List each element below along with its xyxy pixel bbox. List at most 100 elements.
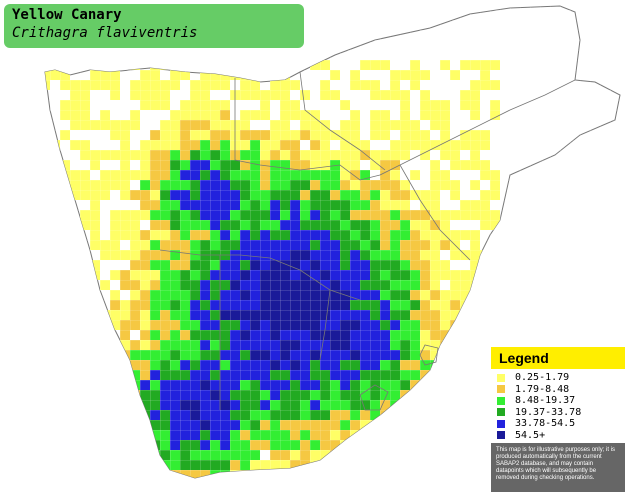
grid-cell — [140, 460, 150, 470]
grid-cell — [90, 310, 100, 320]
grid-cell — [460, 390, 470, 400]
grid-cell — [45, 350, 50, 360]
grid-cell — [380, 470, 390, 478]
legend-panel: Legend 0.25-1.79 1.79-8.48 8.48-19.37 19… — [491, 347, 625, 492]
grid-cell — [50, 390, 60, 400]
grid-cell — [60, 470, 70, 478]
grid-cell — [60, 210, 70, 220]
grid-cell — [440, 430, 450, 440]
grid-cell — [110, 410, 120, 420]
grid-cell — [60, 430, 70, 440]
grid-cell — [430, 460, 440, 470]
grid-cell — [460, 350, 470, 360]
grid-cell — [120, 60, 130, 70]
grid-cell — [360, 440, 370, 450]
grid-cell — [490, 310, 500, 320]
grid-cell — [480, 470, 490, 478]
grid-cell — [490, 320, 500, 330]
grid-cell — [250, 60, 260, 70]
grid-cell — [50, 280, 60, 290]
grid-cell — [450, 390, 460, 400]
grid-cell — [60, 290, 70, 300]
grid-cell — [450, 340, 460, 350]
grid-cell — [70, 320, 80, 330]
grid-cell — [490, 240, 500, 250]
grid-cell — [80, 460, 90, 470]
grid-cell — [50, 440, 60, 450]
grid-cell — [120, 460, 130, 470]
grid-cell — [100, 430, 110, 440]
legend-heading: Legend — [491, 347, 625, 369]
grid-cell — [320, 460, 330, 470]
grid-cell — [45, 370, 50, 380]
grid-cell — [480, 270, 490, 280]
grid-cell — [60, 180, 70, 190]
grid-cell — [45, 330, 50, 340]
grid-cell — [460, 370, 470, 380]
grid-cell — [450, 450, 460, 460]
grid-cell — [100, 390, 110, 400]
grid-cell — [360, 430, 370, 440]
grid-cell — [110, 430, 120, 440]
grid-cell — [50, 220, 60, 230]
grid-cell — [120, 440, 130, 450]
grid-cell — [45, 230, 50, 240]
grid-cell — [200, 60, 210, 70]
grid-cell — [60, 460, 70, 470]
grid-cell — [490, 290, 500, 300]
legend-label: 0.25-1.79 — [515, 372, 570, 384]
grid-cell — [100, 420, 110, 430]
grid-cell — [45, 430, 50, 440]
grid-cell — [50, 180, 60, 190]
grid-cell — [440, 440, 450, 450]
grid-cell — [45, 470, 50, 478]
grid-cell — [90, 300, 100, 310]
grid-cell — [480, 350, 490, 360]
grid-cell — [400, 430, 410, 440]
grid-cell — [480, 430, 490, 440]
grid-cell — [70, 290, 80, 300]
grid-cell — [420, 400, 430, 410]
legend-item: 54.5+ — [497, 430, 625, 442]
grid-cell — [330, 450, 340, 460]
grid-cell — [60, 330, 70, 340]
grid-cell — [160, 60, 170, 70]
grid-cell — [45, 180, 50, 190]
grid-cell — [130, 450, 140, 460]
grid-cell — [430, 420, 440, 430]
grid-cell — [130, 460, 140, 470]
grid-cell — [60, 370, 70, 380]
grid-cell — [430, 470, 440, 478]
grid-cell — [470, 290, 480, 300]
grid-cell — [100, 360, 110, 370]
grid-cell — [370, 470, 380, 478]
grid-cell — [45, 400, 50, 410]
grid-cell — [400, 440, 410, 450]
grid-cell — [400, 460, 410, 470]
grid-cell — [130, 430, 140, 440]
legend-item: 0.25-1.79 — [497, 372, 625, 384]
legend-swatch — [497, 396, 505, 405]
grid-cell — [470, 350, 480, 360]
grid-cell — [400, 410, 410, 420]
grid-cell — [240, 470, 250, 478]
grid-cell — [110, 340, 120, 350]
grid-cell — [470, 390, 480, 400]
grid-cell — [470, 380, 480, 390]
grid-cell — [470, 460, 480, 470]
grid-cell — [380, 460, 390, 470]
grid-cell — [260, 470, 270, 478]
grid-cell — [490, 250, 500, 260]
grid-cell — [440, 350, 450, 360]
grid-cell — [70, 340, 80, 350]
grid-cell — [50, 240, 60, 250]
grid-cell — [120, 380, 130, 390]
grid-cell — [380, 420, 390, 430]
grid-cell — [45, 290, 50, 300]
grid-cell — [410, 420, 420, 430]
grid-cell — [480, 340, 490, 350]
grid-cell — [420, 450, 430, 460]
grid-cell — [50, 310, 60, 320]
grid-cell — [140, 470, 150, 478]
grid-cell — [470, 300, 480, 310]
